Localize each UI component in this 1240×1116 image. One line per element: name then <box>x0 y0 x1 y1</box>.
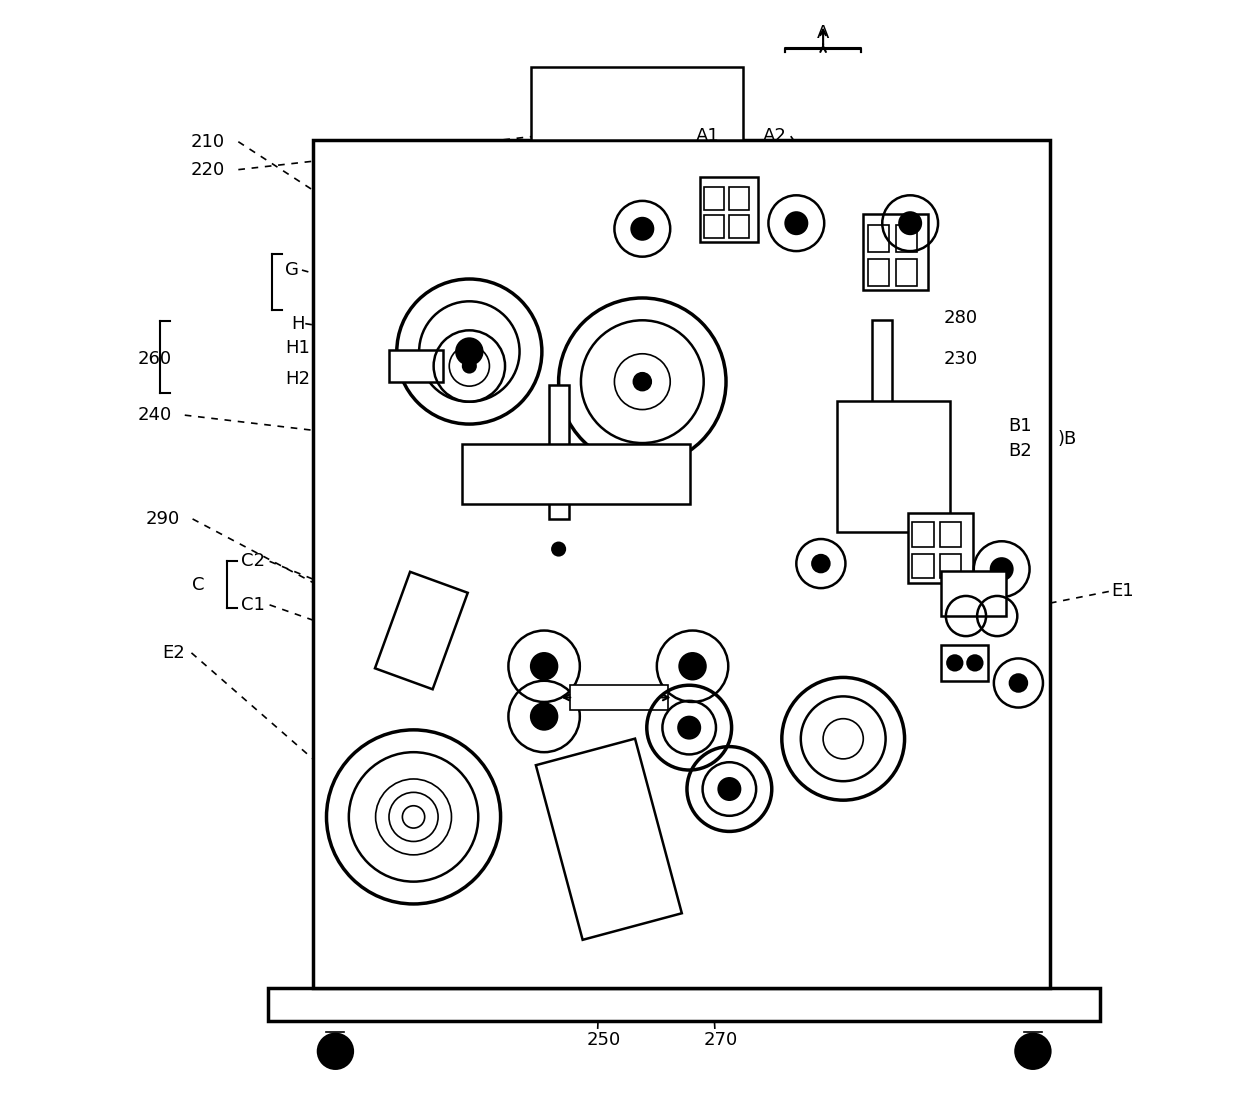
Bar <box>941 571 1006 616</box>
Circle shape <box>899 212 921 234</box>
Circle shape <box>317 1033 353 1069</box>
Bar <box>913 522 934 547</box>
Text: C1: C1 <box>241 596 264 614</box>
Bar <box>569 685 668 710</box>
Circle shape <box>1009 674 1028 692</box>
Text: H1: H1 <box>285 339 310 357</box>
Text: B2: B2 <box>1008 442 1032 460</box>
Text: E2: E2 <box>162 644 185 662</box>
Text: G: G <box>285 261 299 279</box>
Text: 290: 290 <box>146 510 180 528</box>
Circle shape <box>531 703 558 730</box>
Circle shape <box>631 218 653 240</box>
Circle shape <box>463 359 476 373</box>
Bar <box>908 513 972 583</box>
Bar <box>941 645 988 681</box>
Bar <box>940 522 961 547</box>
Bar <box>872 320 893 471</box>
Text: 220: 220 <box>190 161 224 179</box>
Text: A: A <box>817 25 830 42</box>
Bar <box>868 225 889 252</box>
Bar <box>268 988 1100 1021</box>
Bar <box>895 259 916 286</box>
Circle shape <box>718 778 740 800</box>
Bar <box>940 554 961 578</box>
Text: 270: 270 <box>703 1031 738 1049</box>
Text: H2: H2 <box>285 371 310 388</box>
Text: H: H <box>290 315 304 333</box>
Circle shape <box>812 555 830 573</box>
Circle shape <box>785 212 807 234</box>
Bar <box>543 479 572 493</box>
Bar <box>837 401 950 532</box>
Polygon shape <box>536 739 682 940</box>
Bar <box>863 214 928 290</box>
Bar <box>729 215 749 238</box>
Bar <box>868 259 889 286</box>
Circle shape <box>947 655 962 671</box>
Bar <box>461 444 691 504</box>
Bar <box>389 350 443 382</box>
Text: B1: B1 <box>1008 417 1032 435</box>
Circle shape <box>991 558 1013 580</box>
Bar <box>531 67 743 140</box>
Circle shape <box>678 716 701 739</box>
Bar <box>895 225 916 252</box>
Circle shape <box>680 653 706 680</box>
Circle shape <box>456 338 482 365</box>
Text: C2: C2 <box>241 552 264 570</box>
Bar <box>703 215 724 238</box>
Circle shape <box>552 542 565 556</box>
Circle shape <box>1016 1033 1050 1069</box>
Bar <box>312 140 1049 988</box>
Text: A2: A2 <box>763 127 786 145</box>
Text: A1: A1 <box>696 127 719 145</box>
Circle shape <box>967 655 982 671</box>
Bar <box>913 554 934 578</box>
Bar <box>729 187 749 210</box>
Bar <box>548 385 569 519</box>
Polygon shape <box>374 571 467 690</box>
Text: 250: 250 <box>587 1031 621 1049</box>
Text: )B: )B <box>1058 430 1076 448</box>
Text: 260: 260 <box>138 350 172 368</box>
Bar <box>543 456 572 471</box>
Text: 280: 280 <box>944 309 978 327</box>
Bar <box>701 177 759 242</box>
Text: 230: 230 <box>944 350 978 368</box>
Circle shape <box>531 653 558 680</box>
Text: E1: E1 <box>1111 583 1133 600</box>
Bar <box>703 187 724 210</box>
Circle shape <box>634 373 651 391</box>
Text: C: C <box>192 576 205 594</box>
Text: 210: 210 <box>190 133 224 151</box>
Text: 240: 240 <box>138 406 172 424</box>
